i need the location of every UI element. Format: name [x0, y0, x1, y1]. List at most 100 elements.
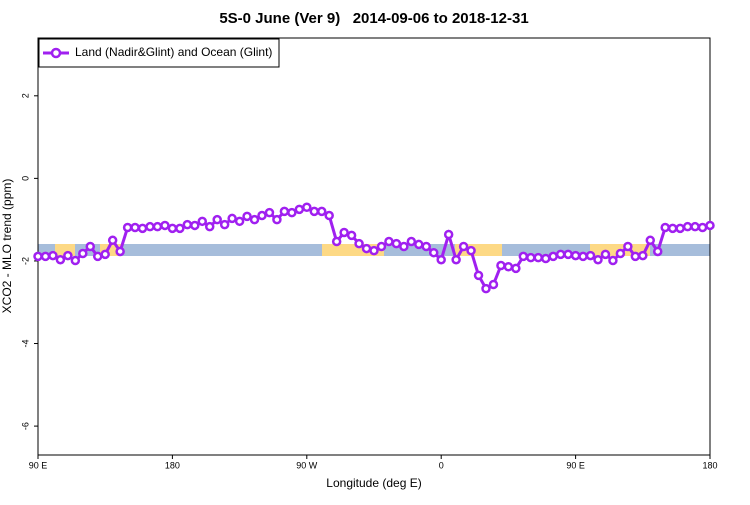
data-point: [705, 220, 715, 231]
data-point: [697, 222, 708, 233]
x-tick-label: 0: [439, 460, 444, 470]
data-point: [78, 248, 88, 259]
plot-frame: [37, 37, 711, 456]
data-point: [115, 246, 125, 257]
data-point: [249, 214, 260, 225]
data-point: [287, 207, 297, 218]
data-point: [145, 221, 155, 232]
y-tick-label: -6: [20, 422, 30, 430]
data-point: [63, 250, 73, 261]
data-point: [227, 213, 237, 224]
data-point: [503, 261, 514, 272]
x-tick-label: 90 E: [566, 460, 585, 470]
legend-label: Land (Nadir&Glint) and Ocean (Glint): [75, 45, 272, 59]
data-point: [48, 250, 58, 261]
data-point: [667, 223, 678, 234]
data-point: [190, 220, 200, 231]
data-point: [428, 247, 439, 258]
data-point: [518, 251, 529, 262]
data-point: [182, 219, 193, 230]
data-point: [346, 230, 357, 241]
data-point: [242, 211, 252, 222]
data-point: [257, 210, 267, 221]
data-point: [33, 251, 43, 262]
y-tick-label: 0: [20, 176, 30, 181]
data-point: [376, 241, 387, 252]
x-tick-label: 180: [165, 460, 180, 470]
data-point: [204, 221, 215, 232]
data-point: [92, 251, 103, 262]
data-point: [660, 222, 670, 233]
data-point: [70, 255, 81, 266]
data-point: [167, 223, 178, 234]
data-point: [585, 250, 596, 261]
data-point: [675, 223, 685, 234]
data-point: [540, 253, 551, 264]
y-tick-label: 2: [20, 93, 30, 98]
data-point: [391, 238, 402, 249]
x-tick-label: 90 W: [296, 460, 318, 470]
data-point: [107, 235, 118, 246]
data-point: [152, 221, 163, 232]
y-axis-label: XCO2 - MLO trend (ppm): [0, 179, 14, 314]
data-point: [496, 260, 506, 271]
data-point: [451, 254, 461, 265]
x-axis-label: Longitude (deg E): [326, 476, 421, 490]
data-point: [682, 221, 693, 232]
data-point: [294, 204, 305, 215]
data-point: [324, 210, 334, 221]
data-point: [652, 246, 663, 257]
data-point: [85, 241, 96, 252]
data-point: [473, 270, 484, 281]
data-point: [137, 223, 148, 234]
data-point: [302, 202, 312, 213]
data-point: [436, 254, 446, 265]
data-point: [511, 263, 521, 274]
x-tick-label: 90 E: [29, 460, 48, 470]
data-point: [414, 239, 424, 250]
data-point: [369, 245, 379, 256]
data-point: [399, 241, 409, 252]
data-point: [55, 254, 66, 265]
data-point: [533, 252, 544, 263]
x-tick-label: 180: [702, 460, 717, 470]
data-point: [219, 219, 230, 230]
y-tick-label: -4: [20, 340, 30, 348]
data-point: [488, 279, 499, 290]
data-point: [197, 216, 208, 227]
data-point: [234, 216, 245, 227]
data-point: [481, 283, 491, 294]
data-point: [160, 220, 170, 231]
data-point: [563, 249, 573, 260]
data-point: [638, 250, 648, 261]
data-point: [623, 241, 633, 252]
data-point: [309, 206, 320, 217]
data-point: [354, 238, 364, 249]
data-point: [570, 250, 581, 261]
legend-marker: [50, 47, 62, 59]
legend-box: [38, 38, 280, 68]
data-point: [615, 248, 626, 259]
data-point: [130, 222, 140, 233]
data-point: [600, 249, 611, 260]
data-point: [458, 241, 469, 252]
data-point: [100, 249, 110, 260]
data-point: [443, 229, 454, 240]
chart-title: 5S-0 June (Ver 9) 2014-09-06 to 2018-12-…: [219, 10, 528, 27]
data-point: [316, 206, 327, 217]
y-tick-label: -2: [20, 257, 30, 265]
data-point: [361, 243, 372, 254]
data-point: [593, 254, 603, 265]
data-point: [555, 249, 566, 260]
data-point: [421, 241, 432, 252]
data-point: [384, 236, 394, 247]
data-point: [122, 222, 133, 233]
data-point: [406, 236, 417, 247]
data-point: [548, 251, 558, 262]
data-point: [690, 221, 700, 232]
data-point: [608, 255, 618, 266]
data-point: [339, 227, 349, 238]
data-point: [466, 245, 476, 256]
data-point: [526, 252, 536, 263]
